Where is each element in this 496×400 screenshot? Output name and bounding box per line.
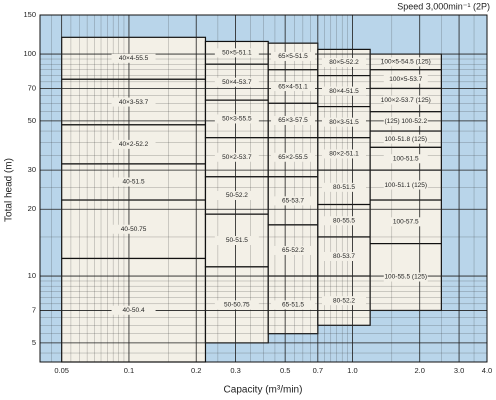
- tile-label-background: [321, 296, 366, 306]
- tile-label: 50×5-51.1: [222, 50, 252, 57]
- tile-label-background: [383, 217, 428, 227]
- x-tick-label: 0.7: [313, 366, 323, 375]
- tile-label-background: [383, 272, 428, 282]
- y-tick-label: 20: [28, 204, 36, 213]
- y-tick-label: 5: [32, 338, 36, 347]
- plot-frame: [39, 14, 488, 363]
- x-tick-label: 0.1: [124, 366, 134, 375]
- tile-label-background: [271, 82, 316, 92]
- tile-label-background: [271, 152, 316, 162]
- x-tick-label: 0.2: [191, 366, 201, 375]
- tile-label: 50-51.5: [226, 237, 248, 244]
- tile-label-background: [214, 77, 259, 87]
- tile-label: 65×5-51.5: [278, 53, 308, 60]
- tile-label: 65×3-57.5: [278, 117, 308, 124]
- tile-label-background: [383, 95, 428, 105]
- tile-label: 40×2-52.2: [119, 141, 149, 148]
- tile-label-background: [321, 57, 366, 67]
- tile-label: 65×2-55.5: [278, 154, 308, 161]
- y-tick-label: 70: [28, 83, 36, 92]
- tile-label-background: [271, 300, 316, 310]
- tile-label-background: [271, 51, 316, 61]
- tile-label: 100×5-54.5 (125): [381, 59, 431, 66]
- tile-label-background: [271, 116, 316, 126]
- tile-label: 80×2-51.1: [329, 151, 359, 158]
- x-tick-label: 1.0: [347, 366, 357, 375]
- y-axis-title: Total head (m): [4, 158, 15, 222]
- tile-label: 65-51.5: [282, 302, 304, 309]
- tile-label-background: [383, 134, 428, 144]
- tile-label-background: [214, 300, 259, 310]
- tile-label: (125) 100-52.2: [384, 118, 427, 125]
- y-tick-label: 7: [32, 305, 36, 314]
- tile-label-background: [111, 97, 156, 107]
- tile-label: 65×4-51.1: [278, 83, 308, 90]
- tile-label-background: [214, 48, 259, 58]
- tile-label-background: [214, 114, 259, 124]
- x-tick-label: 3.0: [454, 366, 464, 375]
- tile-label-background: [321, 149, 366, 159]
- tile-label-background: [383, 57, 428, 67]
- tile-label: 100-57.5: [393, 219, 419, 226]
- x-tick-label: 0.5: [280, 366, 290, 375]
- y-tick-label: 50: [28, 116, 36, 125]
- tile-label-background: [214, 152, 259, 162]
- tile-label: 65-52.2: [282, 247, 304, 254]
- tile-label: 40×3-53.7: [119, 99, 149, 106]
- tile-label-background: [111, 53, 156, 63]
- tile-label: 100×2-53.7 (125): [381, 97, 431, 104]
- tile-label: 40×4-55.5: [119, 55, 149, 62]
- x-tick-label: 2.0: [415, 366, 425, 375]
- x-axis-title: Capacity (m³/min): [224, 385, 303, 396]
- tile-label: 100×5-53.7: [389, 76, 422, 83]
- tile-label: 100-51.5: [393, 155, 419, 162]
- tile-label: 50-52.2: [226, 192, 248, 199]
- y-tick-label: 100: [23, 49, 36, 58]
- tile-label: 80-53.7: [333, 253, 355, 260]
- tile-label-background: [321, 216, 366, 226]
- x-tick-label: 0.05: [54, 366, 69, 375]
- tile-label-background: [383, 154, 428, 164]
- tile-label-background: [111, 177, 156, 187]
- tile-label: 40-51.5: [123, 179, 145, 186]
- tile-label-background: [383, 180, 428, 190]
- tile-label-background: [321, 182, 366, 192]
- x-tick-label: 0.3: [230, 366, 240, 375]
- tile-label: 100-51.8 (125): [384, 136, 427, 143]
- tile-label: 40-50.4: [123, 307, 145, 314]
- y-tick-label: 10: [28, 271, 36, 280]
- chart-subtitle: Speed 3,000min⁻¹ (2P): [397, 1, 490, 11]
- tile-label: 40-50.75: [121, 226, 147, 233]
- tile-label-background: [111, 305, 156, 315]
- tile-label: 80-51.5: [333, 184, 355, 191]
- tile-label-background: [321, 86, 366, 96]
- tile-label-background: [321, 252, 366, 262]
- tile-label-background: [383, 74, 428, 84]
- tile-label-background: [111, 139, 156, 149]
- tile-label: 50×2-53.7: [222, 154, 252, 161]
- tile-label: 100-55.5 (125): [384, 274, 427, 281]
- tile-label-background: [321, 117, 366, 127]
- tile-label: 65-53.7: [282, 198, 304, 205]
- y-tick-label: 30: [28, 165, 36, 174]
- tile-label-background: [214, 190, 259, 200]
- x-tick-label: 4.0: [482, 366, 492, 375]
- y-tick-label: 150: [23, 10, 36, 19]
- tile-label: 50×3-55.5: [222, 116, 252, 123]
- tile-label: 100-51.1 (125): [384, 182, 427, 189]
- tile-label: 50×4-53.7: [222, 79, 252, 86]
- tile-label: 80×5-52.2: [329, 59, 359, 66]
- tile-label-background: [383, 116, 428, 126]
- tile-label: 50-50.75: [224, 302, 250, 309]
- tile-label: 80×3-51.5: [329, 119, 359, 126]
- tile-label-background: [214, 236, 259, 246]
- tile-label: 80-55.5: [333, 217, 355, 224]
- tile-label-background: [271, 245, 316, 255]
- tile-label-background: [111, 224, 156, 234]
- tile-label-background: [271, 196, 316, 206]
- tile-label: 80-52.2: [333, 297, 355, 304]
- tile-label: 80×4-51.5: [329, 88, 359, 95]
